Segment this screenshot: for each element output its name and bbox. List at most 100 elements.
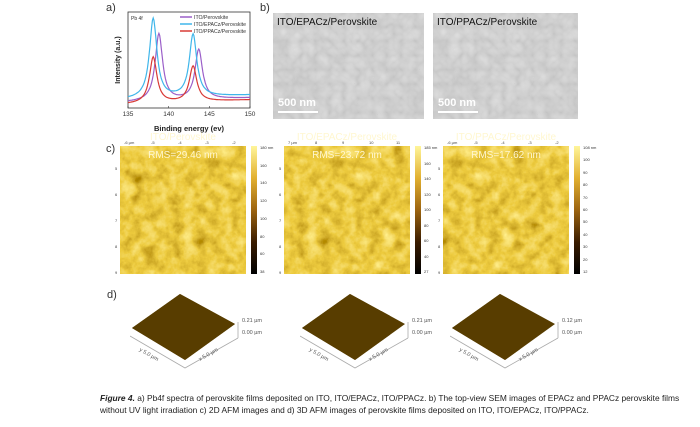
colorbar-tick-label: 38 [260,269,265,274]
colorbar-tick-label: 180 nm [260,145,274,150]
colorbar-tick-label: 140 [424,176,431,181]
y-tick-label: 7 [279,218,282,223]
y-tick-label: 5 [438,166,441,171]
colorbar-tick-label: 185 nm [424,145,438,150]
plot-frame [127,11,251,109]
colorbar-tick-label: 90 [583,169,588,175]
colorbar-tick-label: 12 [583,269,588,274]
y-tick-label: 6 [438,192,441,197]
sample-label: ITO/Perovskite [150,132,216,143]
x-tick-label: -2 [232,140,236,145]
colorbar-tick-label: 100 [583,157,590,163]
z-max-label: 0.12 µm [562,318,582,324]
y-tick-label: 7 [438,218,441,223]
afm-3d-image-2: 0.12 µm 0.00 µm y 5.0 µm x 5.0 µm [449,290,582,375]
colorbar-tick-label: 108 nm [583,145,597,150]
sample-label: ITO/EPACz/Perovskite [296,132,398,143]
colorbar-tick-label: 60 [583,207,588,212]
rms-label: RMS=29.46 nm [148,150,218,161]
afm-3d-image-0: 0.21 µm 0.00 µm y 5.0 µm x 5.0 µm [129,290,262,375]
panel-label-d: d) [107,289,117,301]
x-tick-label: -4 [178,140,182,145]
x-tick-label: 145 [204,111,215,118]
colorbar [251,146,257,274]
colorbar-tick-label: 140 [260,180,267,186]
series-line-0 [127,31,250,102]
x-tick-label: -5 [474,140,478,145]
x-tick-label: -5 [151,140,155,145]
figure-caption: Figure 4. a) Pb4f spectra of perovskite … [100,393,700,416]
x-tick-label: 7 µm [288,140,297,145]
x-tick-label: 9 [342,140,345,145]
colorbar [415,146,421,274]
legend-label: ITO/EPACz/Perovskite [194,22,246,28]
series-line-1 [127,15,250,98]
x-tick-label: 8 [315,140,318,145]
panel-label-b: b) [260,2,270,14]
scale-bar [438,111,478,113]
rms-label: RMS=17.62 nm [471,150,541,161]
sem-image-epacz: ITO/EPACz/Perovskite 500 nm [273,13,424,119]
sample-label: ITO/PPACz/Perovskite [455,132,557,143]
panel-label-c: c) [106,143,116,155]
y-tick-label: 8 [438,244,441,249]
x-tick-label: -2 [555,140,559,145]
sem-title: ITO/PPACz/Perovskite [437,17,538,28]
x-tick-label: 135 [123,111,134,118]
y-tick-label: 7 [115,218,118,223]
x-tick-label: 140 [163,111,174,118]
annotation: Pb 4f [131,16,143,22]
scale-bar-label: 500 nm [438,97,476,109]
z-min-label: 0.00 µm [562,330,582,336]
series-line-2 [127,55,250,104]
y-tick-label: 5 [279,166,282,171]
x-tick-label: 150 [245,111,256,118]
colorbar-tick-label: 80 [583,182,588,188]
colorbar-tick-label: 100 [260,215,267,221]
y-tick-label: 6 [279,192,282,197]
afm-3d-image-1: 0.21 µm 0.00 µm y 5.0 µm x 5.0 µm [299,290,432,375]
colorbar-tick-label: 160 [424,160,431,166]
colorbar-tick-label: 80 [260,233,265,239]
y-tick-label: 8 [115,244,118,249]
sem-image-ppacz: ITO/PPACz/Perovskite 500 nm [433,13,578,119]
colorbar-tick-label: 60 [260,251,265,257]
x-tick-label: -4 [501,140,505,145]
y-tick-label: 8 [279,244,282,249]
sem-title: ITO/EPACz/Perovskite [277,17,378,28]
y-tick-label: 9 [438,270,441,275]
y-tick-label: 6 [115,192,118,197]
colorbar-tick-label: 100 [424,207,431,212]
caption-label: Figure 4. [100,393,135,403]
colorbar-tick-label: 120 [260,198,267,204]
scale-bar-label: 500 nm [278,97,316,109]
x-tick-label: 10 [369,140,374,145]
panel-label-a: a) [106,2,116,14]
x-tick-label: -3 [205,140,209,145]
y-tick-label: 9 [279,270,282,275]
legend-label: ITO/PPACz/Perovskite [194,29,246,35]
x-tick-label: -6 µm [124,140,135,145]
xps-chart: 135 140 145 150 Pb 4f ITO/PerovskiteITO/EPA… [115,11,256,133]
colorbar-tick-label: 120 [424,191,431,197]
legend-label: ITO/Perovskite [194,15,228,21]
colorbar-tick-label: 50 [583,219,588,225]
colorbar-tick-label: 27 [424,269,429,274]
y-tick-label: 9 [115,270,118,275]
x-tick-label: -3 [528,140,532,145]
colorbar-tick-label: 40 [424,253,429,259]
caption-text: a) Pb4f spectra of perovskite films depo… [100,393,680,415]
colorbar-tick-label: 70 [583,194,588,200]
colorbar [574,146,580,274]
y-tick-label: 5 [115,166,118,171]
z-max-label: 0.21 µm [412,318,432,324]
z-min-label: 0.00 µm [412,330,432,336]
colorbar-tick-label: 20 [583,256,588,262]
rms-label: RMS=23.72 nm [312,150,382,161]
y-axis-label: Intensity (a.u.) [115,36,122,83]
colorbar-tick-label: 40 [583,231,588,237]
colorbar-tick-label: 30 [583,244,588,250]
x-tick-label: -6 µm [447,140,458,145]
colorbar-tick-label: 60 [424,238,429,243]
z-min-label: 0.00 µm [242,330,262,336]
